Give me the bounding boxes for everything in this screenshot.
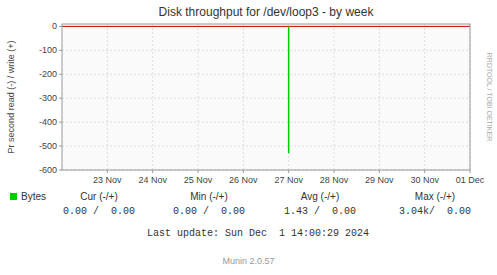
- stat-label: Cur (-/+): [80, 191, 118, 202]
- x-grid-line: [107, 24, 108, 170]
- x-grid-line: [288, 24, 289, 170]
- x-grid-line: [243, 24, 244, 170]
- x-tick-label: 27 Nov: [274, 175, 303, 185]
- stat-value: 1.43 / 0.00: [284, 206, 356, 217]
- y-tick-label: -200: [39, 69, 57, 79]
- x-tick-label: 26 Nov: [229, 175, 258, 185]
- y-axis-label: Pr second read (-) / write (+): [6, 41, 16, 154]
- y-tick-label: -600: [39, 165, 57, 175]
- y-grid-line: [62, 122, 470, 123]
- x-tick-label: 25 Nov: [184, 175, 213, 185]
- y-tick-label: -300: [39, 93, 57, 103]
- x-grid-line: [152, 24, 153, 170]
- x-tick-label: 01 Dec: [456, 175, 485, 185]
- data: [288, 26, 289, 153]
- plot-area: [62, 24, 470, 170]
- stat-label: Avg (-/+): [301, 191, 339, 202]
- x-grid-line: [198, 24, 199, 170]
- legend-label: Bytes: [21, 191, 46, 202]
- x-tick-label: 28 Nov: [320, 175, 349, 185]
- x-tick-label: 29 Nov: [365, 175, 394, 185]
- stat-value: 0.00 / 0.00: [63, 206, 135, 217]
- y-tick-label: -400: [39, 117, 57, 127]
- annotation: RRDTOOL / TOBI OETIKER: [486, 53, 493, 141]
- y-tick-label: -100: [39, 45, 57, 55]
- grid: [62, 24, 470, 170]
- y-grid-line: [62, 146, 470, 147]
- stat-label: Max (-/+): [415, 191, 455, 202]
- stat-label: Min (-/+): [190, 191, 228, 202]
- stat-value: 3.04k/ 0.00: [399, 206, 471, 217]
- y-tick-label: -500: [39, 141, 57, 151]
- chart: Disk throughput for /dev/loop3 - by week…: [0, 0, 497, 275]
- stat-value: 0.00 / 0.00: [173, 206, 245, 217]
- y-grid-line: [62, 26, 470, 27]
- y-tick-label: 0: [52, 21, 57, 31]
- y-grid-line: [62, 50, 470, 51]
- y-grid-line: [62, 98, 470, 99]
- version: Munin 2.0.57: [222, 256, 274, 266]
- y-grid-line: [62, 74, 470, 75]
- last-update: Last update: Sun Dec 1 14:00:29 2024: [147, 228, 369, 239]
- x-grid-line: [334, 24, 335, 170]
- series-line: [288, 26, 290, 153]
- x-tick-label: 24 Nov: [138, 175, 167, 185]
- x-grid-line: [424, 24, 425, 170]
- x-grid-line: [379, 24, 380, 170]
- x-tick-label: 23 Nov: [93, 175, 122, 185]
- x-tick-label: 30 Nov: [410, 175, 439, 185]
- plot-frame: [62, 24, 470, 170]
- zero-line: [62, 26, 470, 27]
- title: Disk throughput for /dev/loop3 - by week: [159, 5, 375, 19]
- legend-swatch: [10, 193, 17, 200]
